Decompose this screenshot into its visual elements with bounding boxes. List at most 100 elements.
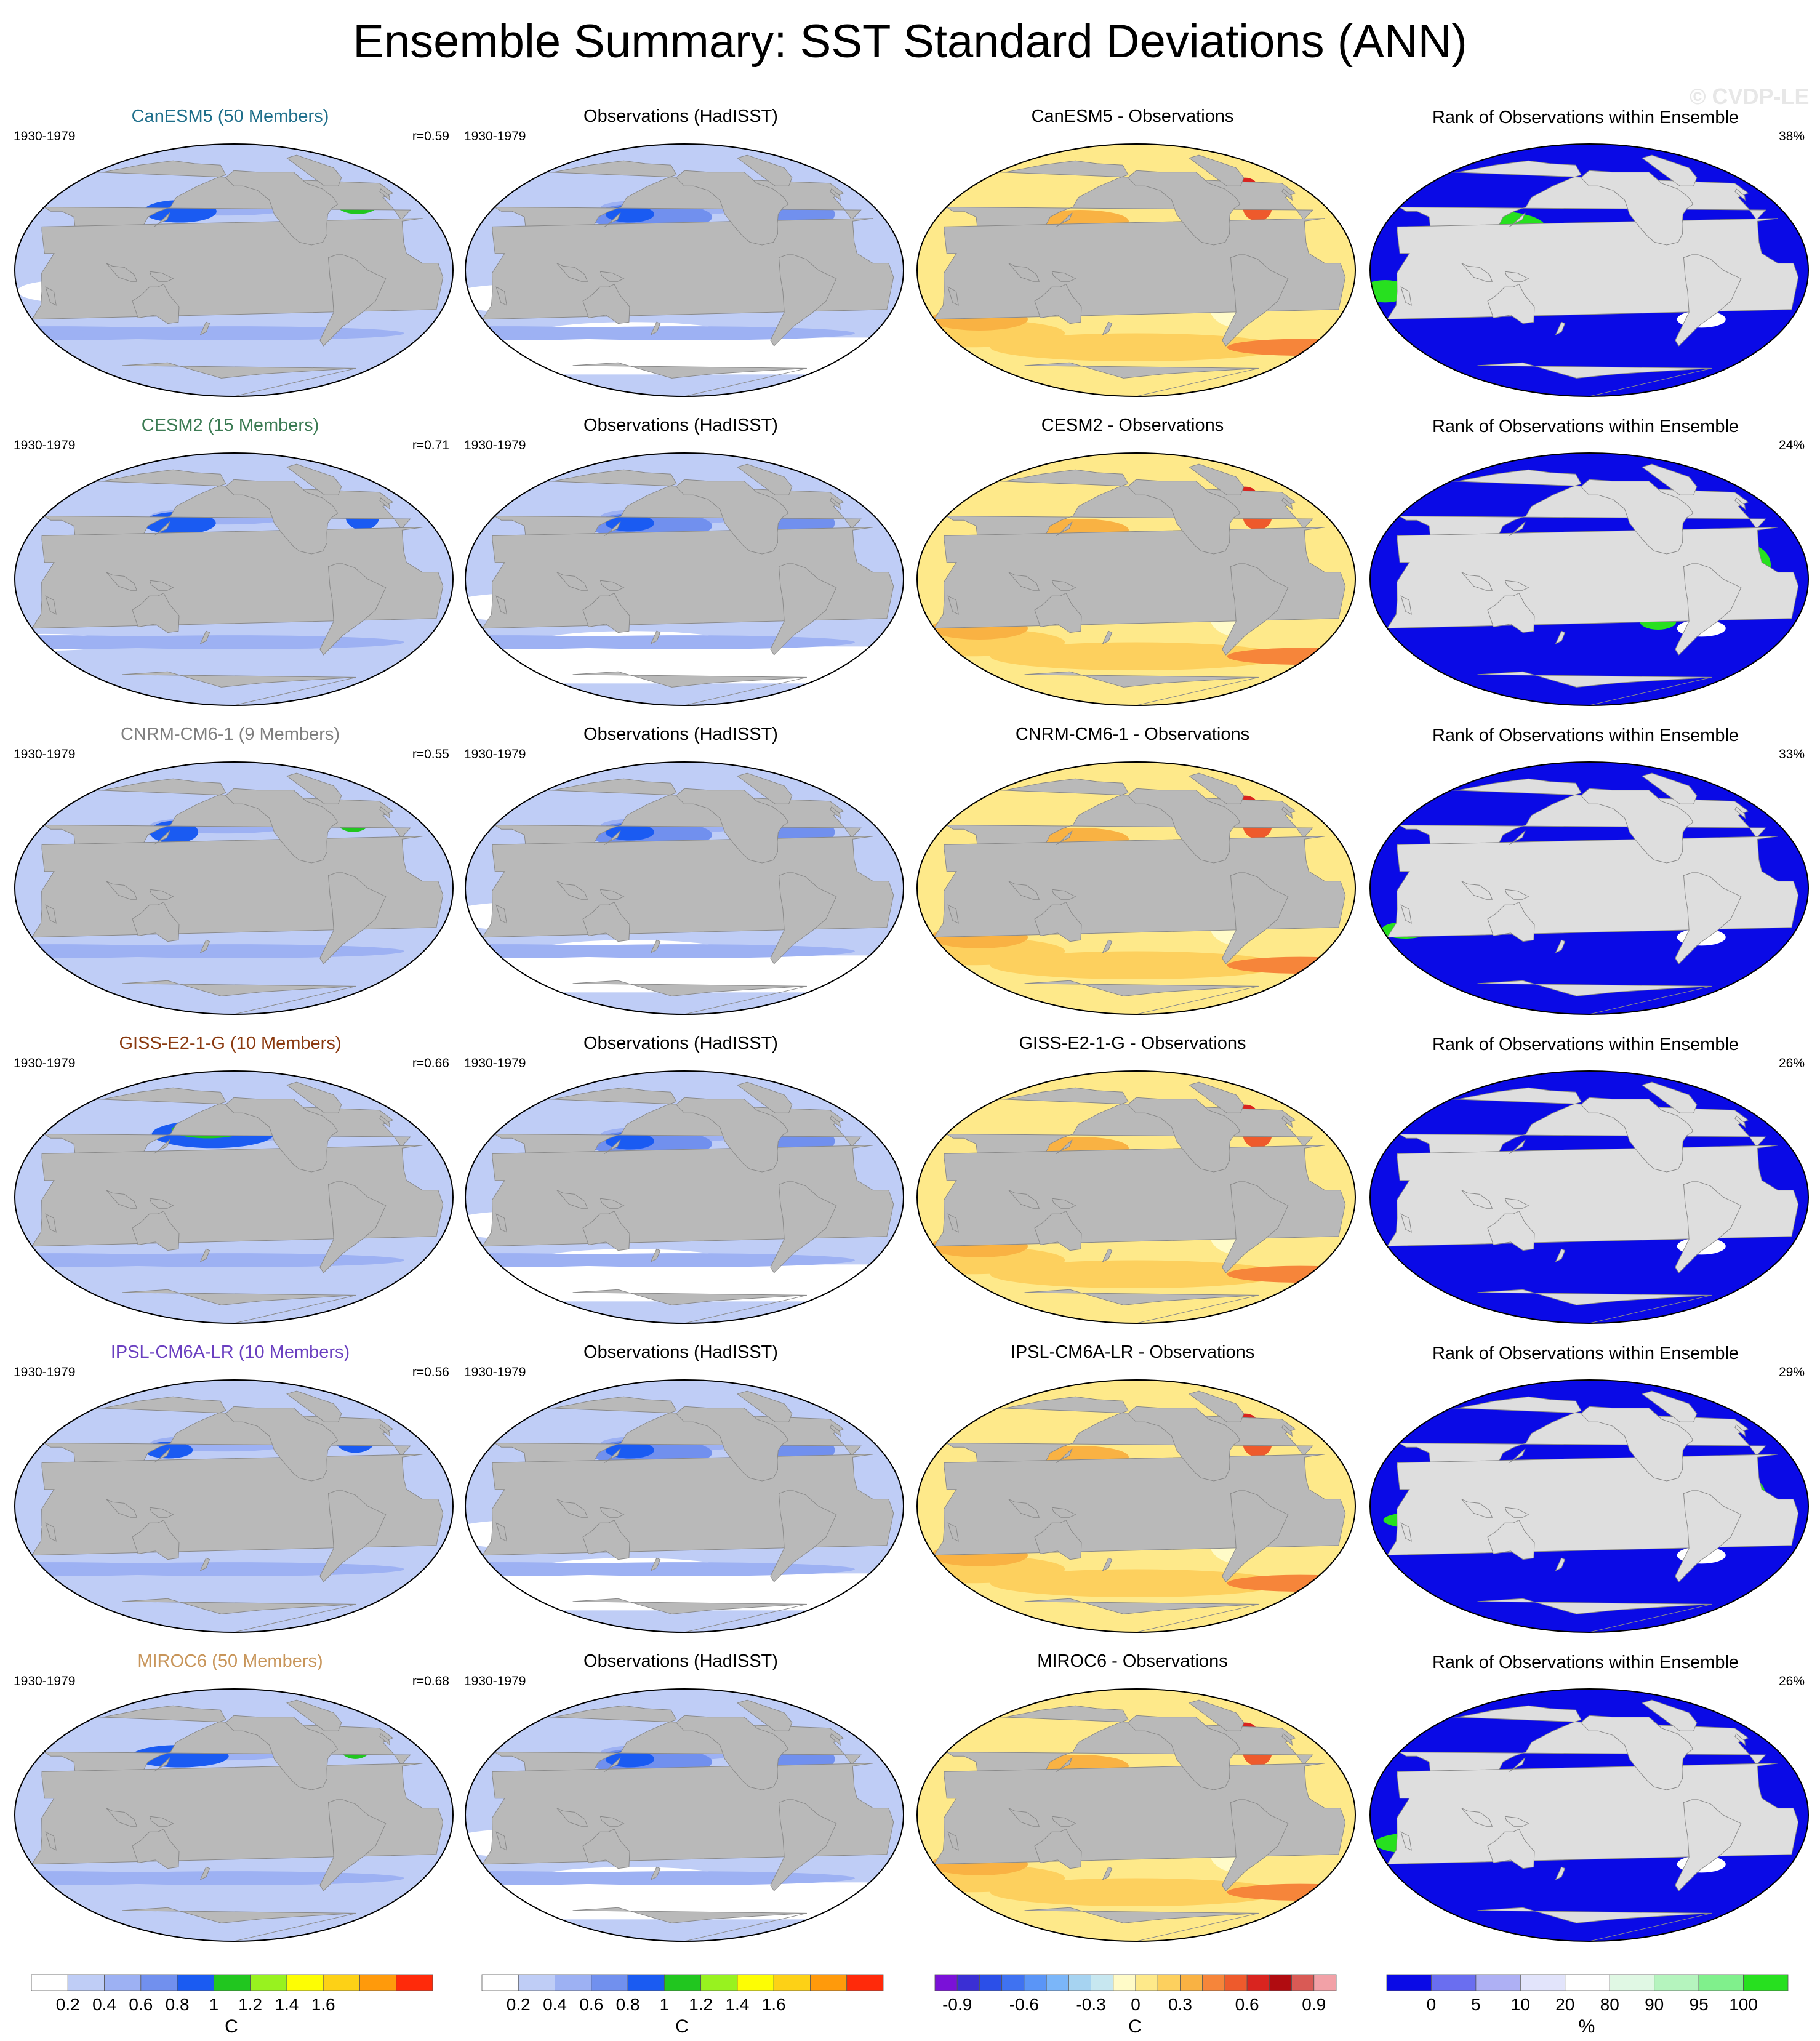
colorbar-box — [934, 1974, 958, 1991]
rank-percent: 29% — [1778, 1365, 1805, 1379]
colorbar-box — [1246, 1974, 1270, 1991]
map-area — [1368, 142, 1811, 399]
period-label: 1930-1979 — [464, 129, 526, 143]
colorbar-box — [1001, 1974, 1025, 1991]
model-sd-panel: CNRM-CM6-1 (9 Members) 1930-1979 r=0.55 — [4, 710, 457, 1019]
land-mask — [934, 154, 1346, 396]
obs-sd-map — [465, 1379, 904, 1633]
pattern-correlation: r=0.55 — [412, 747, 449, 761]
colorbar-tick-label: 0.6 — [1235, 1995, 1259, 2014]
colorbar-box — [663, 1974, 702, 1991]
diff-map — [916, 452, 1356, 706]
rank-percent: 26% — [1778, 1056, 1805, 1070]
land-mask — [934, 463, 1346, 705]
diff-panel: GISS-E2-1-G - Observations — [906, 1019, 1359, 1328]
colorbar-boxes: 0 5 10 20 80 90 95 100 — [1386, 1974, 1789, 2014]
land-mask — [482, 1699, 894, 1941]
colorbar-box — [1046, 1974, 1069, 1991]
colorbar-box — [1024, 1974, 1047, 1991]
land-mask — [482, 154, 894, 396]
colorbar-box — [1068, 1974, 1091, 1991]
period-label: 1930-1979 — [464, 1674, 526, 1688]
obs-sd-panel: Observations (HadISST) 1930-1979 — [454, 92, 907, 401]
rank-percent: 24% — [1778, 438, 1805, 452]
obs-sd-colorbar: 0.2 0.4 0.6 0.8 1 1.2 1.4 1.6 C — [481, 1973, 885, 2037]
map-area — [463, 1377, 906, 1635]
panel-title: Rank of Observations within Ensemble — [1432, 1344, 1739, 1363]
model-sd-map — [14, 143, 454, 397]
colorbar-box — [359, 1974, 397, 1991]
obs-sd-map — [465, 761, 904, 1015]
map-area — [915, 1377, 1358, 1635]
colorbar-tick-label: 1.4 — [725, 1995, 749, 2014]
obs-sd-map — [465, 452, 904, 706]
colorbar-tick-label: 1.4 — [275, 1995, 299, 2014]
colorbar-box — [1291, 1974, 1315, 1991]
period-label: 1930-1979 — [14, 1056, 76, 1070]
land-mask — [31, 1081, 444, 1323]
land-mask — [482, 463, 894, 705]
colorbar-box — [518, 1974, 555, 1991]
colorbar-unit: C — [225, 2016, 238, 2037]
obs-sd-panel: Observations (HadISST) 1930-1979 — [454, 1328, 907, 1637]
model-sd-panel: CanESM5 (50 Members) 1930-1979 r=0.59 — [4, 92, 457, 401]
period-label: 1930-1979 — [464, 1365, 526, 1379]
colorbar-box — [1180, 1974, 1203, 1991]
diff-panel: MIROC6 - Observations — [906, 1637, 1359, 1946]
colorbar-box — [979, 1974, 1003, 1991]
panel-title: MIROC6 (50 Members) — [137, 1651, 323, 1671]
panel-title: Rank of Observations within Ensemble — [1432, 726, 1739, 745]
colorbar-tick-label: 1.2 — [689, 1995, 713, 2014]
panel-title: Observations (HadISST) — [583, 1033, 778, 1053]
colorbar-tick-label: 0.6 — [579, 1995, 603, 2014]
colorbar-box — [213, 1974, 251, 1991]
colorbar-box — [1269, 1974, 1292, 1991]
map-area — [915, 760, 1358, 1017]
map-area — [12, 1069, 455, 1326]
model-sd-map — [14, 1688, 454, 1942]
watermark: © CVDP-LE — [1690, 84, 1810, 109]
diff-colorbar: -0.9 -0.6 -0.3 0 0.3 0.6 0.9 C — [934, 1973, 1338, 2037]
colorbar-box — [1431, 1974, 1477, 1991]
rank-panel: Rank of Observations within Ensemble 26% — [1359, 1019, 1812, 1328]
diff-panel: CanESM5 - Observations — [906, 92, 1359, 401]
panel-row: CanESM5 (50 Members) 1930-1979 r=0.59 Obser… — [0, 92, 1820, 401]
map-area — [915, 1686, 1358, 1944]
rank-map — [1369, 143, 1809, 397]
colorbar-box — [555, 1974, 592, 1991]
sd-colorbar: 0.2 0.4 0.6 0.8 1 1.2 1.4 1.6 C — [31, 1973, 435, 2037]
colorbar-tick-label: 80 — [1600, 1995, 1619, 2014]
colorbar-box — [627, 1974, 665, 1991]
period-label: 1930-1979 — [14, 129, 76, 143]
period-label: 1930-1979 — [14, 1674, 76, 1688]
colorbar-box — [737, 1974, 774, 1991]
colorbar-tick-label: 0 — [1131, 1995, 1141, 2014]
colorbar-box — [323, 1974, 360, 1991]
model-sd-panel: MIROC6 (50 Members) 1930-1979 r=0.68 — [4, 1637, 457, 1946]
obs-sd-panel: Observations (HadISST) 1930-1979 — [454, 1019, 907, 1328]
colorbar-box — [396, 1974, 433, 1991]
pattern-correlation: r=0.59 — [412, 129, 449, 143]
rank-map — [1369, 761, 1809, 1015]
map-area — [463, 451, 906, 708]
colorbar-box — [846, 1974, 884, 1991]
map-area — [12, 760, 455, 1017]
panel-title: Observations (HadISST) — [583, 724, 778, 744]
colorbar-box — [250, 1974, 287, 1991]
land-mask — [31, 772, 444, 1014]
colorbar-boxes: 0.2 0.4 0.6 0.8 1 1.2 1.4 1.6 — [31, 1974, 433, 2014]
colorbar-tick-label: 90 — [1645, 1995, 1664, 2014]
rank-percent: 26% — [1778, 1674, 1805, 1688]
colorbar-tick-label: 0.8 — [616, 1995, 640, 2014]
land-mask — [31, 463, 444, 705]
panel-title: IPSL-CM6A-LR - Observations — [1010, 1342, 1255, 1362]
colorbar-tick-label: 95 — [1690, 1995, 1709, 2014]
panel-title: IPSL-CM6A-LR (10 Members) — [110, 1342, 350, 1362]
model-sd-map — [14, 761, 454, 1015]
map-area — [12, 1377, 455, 1635]
map-area — [1368, 451, 1811, 708]
panel-title: CNRM-CM6-1 - Observations — [1015, 724, 1250, 744]
obs-sd-map — [465, 1070, 904, 1324]
map-area — [463, 760, 906, 1017]
colorbar-box — [700, 1974, 738, 1991]
